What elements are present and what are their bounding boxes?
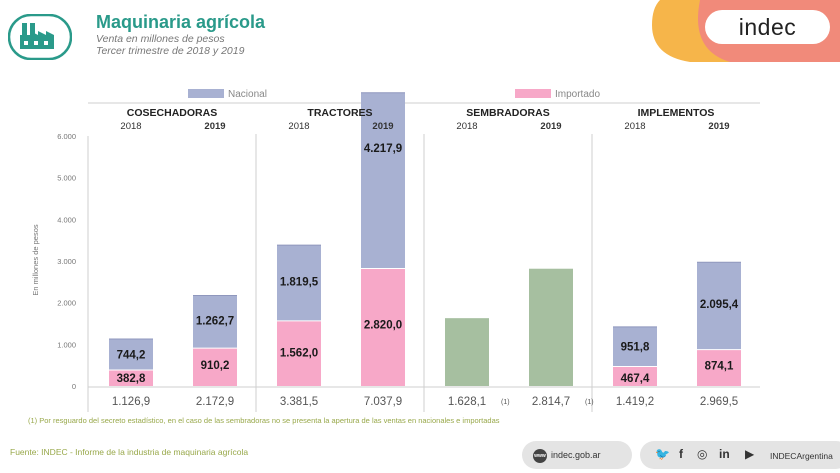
- year-label: 2018: [624, 121, 645, 132]
- bar-nacional-label: 4.217,9: [364, 143, 402, 155]
- year-label: 2019: [540, 121, 561, 132]
- bar-total-sembradoras-2018: [445, 318, 489, 386]
- bar-nacional-implementos-2019: [697, 262, 741, 350]
- group-label-implementos: IMPLEMENTOS: [638, 107, 715, 119]
- bar-total-label: 1.419,2: [616, 396, 654, 408]
- year-label: 2019: [204, 121, 225, 132]
- bar-nacional-cosechadoras-2019: [193, 295, 237, 349]
- bar-nacional-tractores-2018: [277, 245, 321, 321]
- chart-bars: [109, 92, 741, 386]
- brand-pill: [705, 10, 830, 44]
- source-note: Fuente: INDEC - Informe de la industria …: [10, 447, 249, 457]
- page-period: Tercer trimestre de 2018 y 2019: [96, 45, 245, 57]
- chart-frame: [87, 102, 760, 412]
- chart-axis: 6.000 5.000 4.000 3.000 2.000 1.000 0 En millon…: [31, 132, 76, 391]
- bar-importado-cosechadoras-2019: [193, 348, 237, 386]
- bar-importado-label: 1.562,0: [280, 348, 318, 360]
- bar-importado-cosechadoras-2018: [109, 370, 153, 386]
- bar-total-label: 2.814,7: [532, 396, 570, 408]
- bar-importado-tractores-2018: [277, 320, 321, 386]
- social-handle[interactable]: INDECArgentina: [770, 451, 833, 461]
- chart-legend: Nacional Importado: [188, 89, 600, 100]
- y-tick-label: 2.000: [57, 299, 76, 308]
- bar-total-label: 1.126,9: [112, 396, 150, 408]
- brand-logo[interactable]: indec: [738, 14, 797, 40]
- y-tick-label: 5.000: [57, 174, 76, 183]
- instagram-icon[interactable]: ◎: [697, 447, 708, 461]
- legend-label-nacional: Nacional: [228, 89, 267, 100]
- youtube-icon[interactable]: ▶: [745, 447, 755, 461]
- bar-total-label: 2.969,5: [700, 396, 738, 408]
- year-label: 2019: [708, 121, 729, 132]
- bar-importado-implementos-2019: [697, 349, 741, 386]
- y-tick-label: 6.000: [57, 132, 76, 141]
- year-label: 2019: [372, 121, 393, 132]
- bar-nacional-cosechadoras-2018: [109, 339, 153, 371]
- bar-importado-label: 2.820,0: [364, 320, 402, 332]
- social-pill: [640, 441, 840, 469]
- facebook-icon[interactable]: f: [679, 447, 683, 461]
- twitter-icon[interactable]: 🐦: [655, 447, 670, 461]
- y-axis-label: En millones de pesos: [31, 224, 40, 296]
- bar-total-label: 1.628,1: [448, 396, 486, 408]
- y-tick-label: 3.000: [57, 257, 76, 266]
- website-link[interactable]: indec.gob.ar: [551, 450, 601, 460]
- bar-nacional-implementos-2018: [613, 326, 657, 367]
- bar-nacional-label: 2.095,4: [700, 299, 739, 311]
- bar-importado-label: 910,2: [201, 360, 230, 372]
- factory-icon: [8, 14, 72, 60]
- y-tick-label: 1.000: [57, 340, 76, 349]
- bar-importado-label: 467,4: [621, 373, 650, 385]
- bar-total-label: 7.037,9: [364, 396, 402, 408]
- legend-swatch-nacional: [188, 89, 224, 98]
- bar-nacional-label: 744,2: [117, 350, 146, 362]
- bar-importado-implementos-2018: [613, 366, 657, 386]
- bar-nacional-label: 1.819,5: [280, 276, 319, 288]
- bar-importado-label: 382,8: [117, 373, 146, 385]
- bar-total-label: 2.172,9: [196, 396, 234, 408]
- bar-nacional-tractores-2019: [361, 92, 405, 269]
- linkedin-icon[interactable]: in: [719, 447, 730, 461]
- year-label: 2018: [456, 121, 477, 132]
- page-subtitle: Venta en millones de pesos: [96, 33, 225, 45]
- www-icon: www: [533, 449, 547, 463]
- y-tick-label: 4.000: [57, 215, 76, 224]
- chart-footnote: (1) Por resguardo del secreto estadístic…: [28, 416, 500, 425]
- group-label-tractores: TRACTORES: [307, 107, 372, 119]
- bar-nacional-label: 951,8: [621, 342, 650, 354]
- bar-total-label: 3.381,5: [280, 396, 318, 408]
- group-label-sembradoras: SEMBRADORAS: [466, 107, 549, 119]
- bar-total-note: (1): [501, 399, 510, 406]
- bar-importado-tractores-2019: [361, 268, 405, 386]
- bar-total-note: (1): [585, 399, 594, 406]
- legend-label-importado: Importado: [555, 89, 600, 100]
- year-label: 2018: [288, 121, 309, 132]
- bar-nacional-label: 1.262,7: [196, 316, 234, 328]
- page-title: Maquinaria agrícola: [96, 12, 266, 32]
- y-tick-label: 0: [72, 382, 76, 391]
- chart-labels: COSECHADORAS 2018 382,8 744,2 1.126,9 2019 910…: [112, 107, 739, 408]
- bar-importado-label: 874,1: [705, 361, 734, 373]
- group-label-cosechadoras: COSECHADORAS: [127, 107, 217, 119]
- legend-swatch-importado: [515, 89, 551, 98]
- bar-total-sembradoras-2019: [529, 268, 573, 386]
- year-label: 2018: [120, 121, 141, 132]
